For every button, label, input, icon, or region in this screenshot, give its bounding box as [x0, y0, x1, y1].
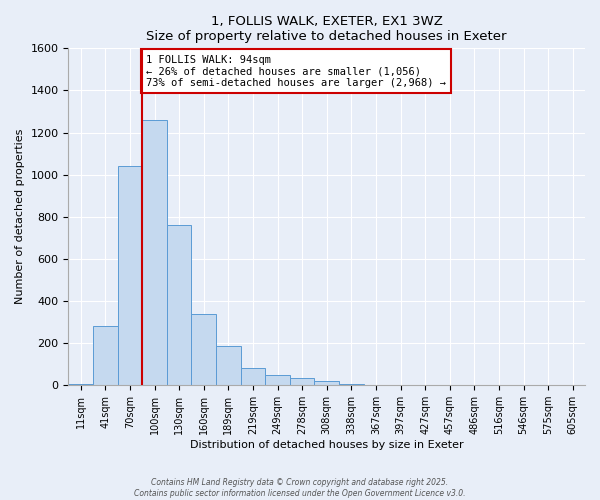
Bar	[142, 120, 167, 385]
Bar	[68, 384, 93, 385]
Bar	[191, 314, 216, 385]
Bar	[167, 225, 191, 385]
Bar	[216, 346, 241, 385]
Text: 1 FOLLIS WALK: 94sqm
← 26% of detached houses are smaller (1,056)
73% of semi-de: 1 FOLLIS WALK: 94sqm ← 26% of detached h…	[146, 54, 446, 88]
Bar	[118, 166, 142, 385]
Title: 1, FOLLIS WALK, EXETER, EX1 3WZ
Size of property relative to detached houses in : 1, FOLLIS WALK, EXETER, EX1 3WZ Size of …	[146, 15, 507, 43]
Bar	[314, 381, 339, 385]
Bar	[93, 326, 118, 385]
Bar	[265, 374, 290, 385]
Bar	[290, 378, 314, 385]
Bar	[241, 368, 265, 385]
Bar	[339, 384, 364, 385]
Y-axis label: Number of detached properties: Number of detached properties	[15, 129, 25, 304]
X-axis label: Distribution of detached houses by size in Exeter: Distribution of detached houses by size …	[190, 440, 464, 450]
Text: Contains HM Land Registry data © Crown copyright and database right 2025.
Contai: Contains HM Land Registry data © Crown c…	[134, 478, 466, 498]
